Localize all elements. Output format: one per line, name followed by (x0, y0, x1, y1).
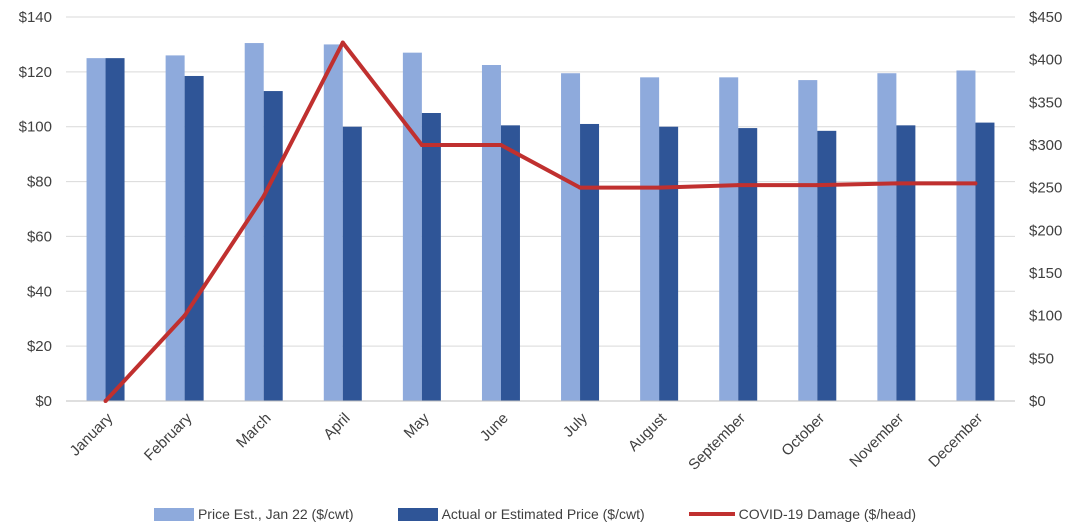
bar-actual-price (105, 58, 125, 402)
bar-actual-price (184, 75, 204, 401)
legend-swatch-covid-damage (688, 512, 735, 516)
bar-actual-price (659, 126, 679, 401)
y-left-tick-label: $60 (27, 228, 52, 245)
y-right-tick-label: $400 (1029, 52, 1062, 69)
legend-swatch-actual-price (397, 507, 438, 521)
point-covid-damage (261, 194, 266, 199)
bar-price-est (798, 80, 818, 401)
point-covid-damage (973, 181, 978, 186)
x-tick-label: January (67, 409, 117, 459)
bar-actual-price (500, 125, 520, 401)
x-tick-label: March (233, 410, 274, 451)
legend-label-actual-price: Actual or Estimated Price ($/cwt) (441, 506, 645, 522)
x-tick-label: September (685, 410, 749, 474)
point-covid-damage (182, 313, 187, 318)
x-tick-label: July (560, 409, 591, 440)
point-covid-damage (578, 185, 583, 190)
y-left-tick-label: $20 (27, 338, 52, 355)
bar-price-est (323, 44, 343, 402)
y-right-tick-label: $250 (1029, 180, 1062, 197)
y-left-tick-label: $100 (19, 119, 52, 136)
bar-price-est (165, 55, 185, 402)
y-left-tick-label: $140 (19, 9, 52, 26)
bar-price-est (481, 65, 501, 401)
bar-price-est (402, 52, 422, 402)
point-covid-damage (657, 185, 662, 190)
bar-actual-price (342, 126, 362, 401)
y-right-tick-label: $200 (1029, 222, 1062, 239)
y-right-tick-label: $300 (1029, 137, 1062, 154)
bar-price-est (877, 73, 897, 401)
y-right-tick-label: $450 (1029, 9, 1062, 26)
y-left-tick-label: $120 (19, 64, 52, 81)
point-covid-damage (103, 399, 108, 403)
y-left-tick-label: $0 (35, 393, 52, 410)
y-left-tick-label: $80 (27, 174, 52, 191)
point-covid-damage (736, 183, 741, 188)
bar-actual-price (975, 122, 995, 401)
bar-actual-price (421, 113, 441, 401)
x-tick-label: December (925, 410, 986, 471)
x-tick-label: May (401, 409, 433, 441)
chart-legend: Price Est., Jan 22 ($/cwt) Actual or Est… (0, 503, 1070, 525)
legend-label-covid-damage: COVID-19 Damage ($/head) (738, 506, 917, 522)
point-covid-damage (498, 143, 503, 147)
y-right-tick-label: $0 (1029, 393, 1046, 410)
point-covid-damage (894, 181, 899, 186)
bar-actual-price (263, 91, 283, 402)
bar-price-est (561, 73, 581, 401)
bar-actual-price (580, 123, 600, 401)
x-tick-label: February (141, 409, 196, 464)
y-right-tick-label: $50 (1029, 350, 1054, 367)
point-covid-damage (340, 40, 345, 45)
point-covid-damage (815, 183, 820, 188)
bar-price-est (719, 77, 739, 401)
legend-item-actual-price: Actual or Estimated Price ($/cwt) (397, 506, 645, 522)
bar-price-est (956, 70, 976, 401)
x-tick-label: October (778, 410, 828, 460)
bar-actual-price (896, 125, 916, 401)
y-right-tick-label: $100 (1029, 308, 1062, 325)
y-right-tick-label: $350 (1029, 94, 1062, 111)
line-covid-damage (104, 40, 976, 403)
x-tick-label: August (625, 409, 671, 455)
bar-actual-price (738, 128, 758, 402)
bar-price-est (86, 58, 106, 402)
legend-item-price-est: Price Est., Jan 22 ($/cwt) (153, 506, 354, 522)
x-tick-label: April (320, 410, 353, 443)
x-tick-label: June (477, 410, 512, 445)
bar-actual-price (817, 130, 837, 402)
legend-label-price-est: Price Est., Jan 22 ($/cwt) (197, 506, 354, 522)
chart-plot: $0 $20 $40 $60 $80 $100 $120 $140 $0 $50 $100 $150 $… (19, 9, 1063, 474)
legend-item-covid-damage: COVID-19 Damage ($/head) (688, 506, 917, 522)
y-right-tick-label: $150 (1029, 265, 1062, 282)
y-left-tick-label: $40 (27, 283, 52, 300)
x-tick-label: November (846, 410, 907, 471)
point-covid-damage (419, 143, 424, 147)
legend-swatch-price-est (153, 507, 194, 521)
bar-price-est (640, 77, 660, 401)
bar-price-est (244, 43, 264, 402)
